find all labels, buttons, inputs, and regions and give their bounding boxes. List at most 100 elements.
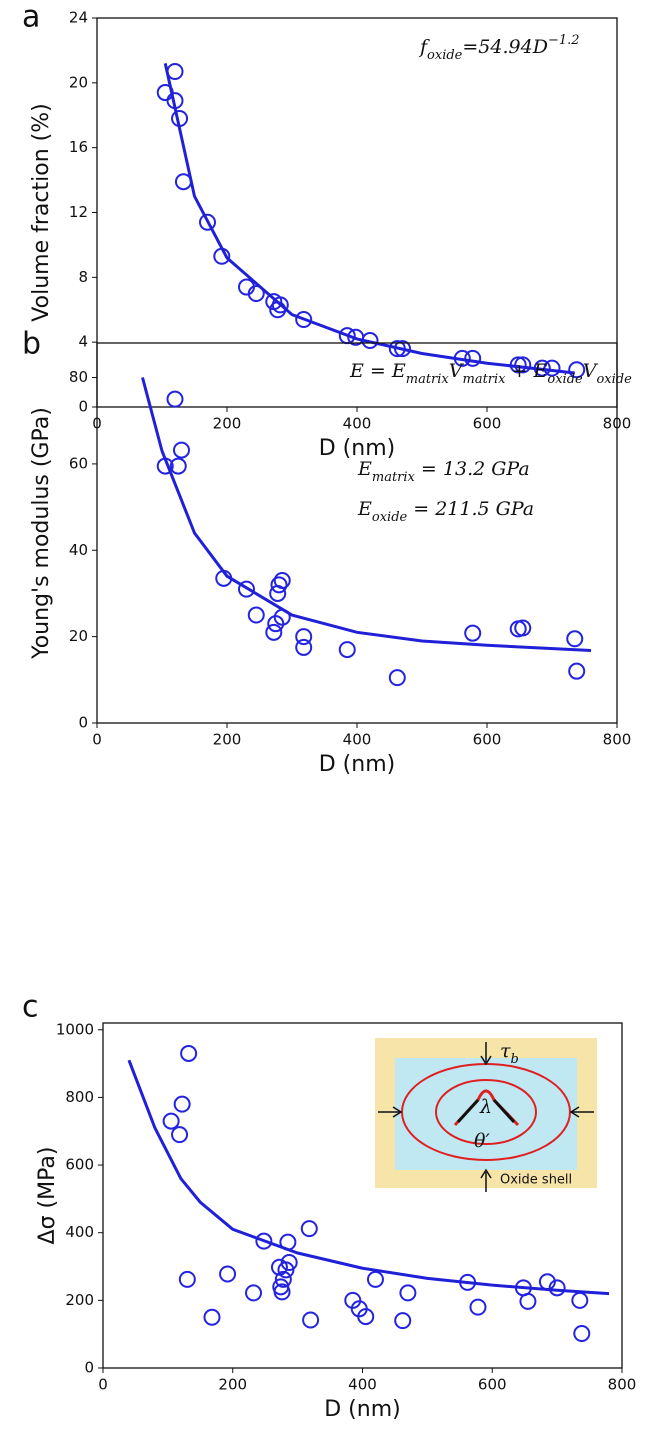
fit-curve [141,377,592,652]
annotation: Eoxide = 211.5 GPa [357,498,534,525]
data-point [171,1126,189,1144]
text-part: V [449,360,465,382]
data-point [169,457,187,475]
data-point [295,638,313,656]
data-point [270,576,288,594]
fit-curve [163,63,575,375]
matrix-area [395,1058,577,1170]
y-tick-label: 200 [65,1291,94,1309]
arrows [378,1042,594,1192]
y-tick-label: 20 [69,627,88,645]
subscript: oxide [596,372,632,387]
data-point [273,1283,291,1301]
text-part: =54.94D [462,36,548,58]
panel-label: a [22,0,40,35]
data-point [280,1253,298,1271]
data-point [469,1298,487,1316]
y-tick-label: 40 [69,541,88,559]
inset: τb λ θ′ Oxide shell [375,1038,597,1192]
inset-label: τb [500,1040,519,1067]
data-point [274,1270,292,1288]
text-part: τ [500,1040,511,1062]
subscript: oxide [427,48,463,63]
data-point [255,1232,273,1250]
data-point [219,1265,237,1283]
x-tick-label: 200 [218,1376,247,1394]
x-tick-label: 200 [213,731,242,749]
x-tick-label: 800 [603,731,632,749]
data-point [277,1261,295,1279]
data-point [265,623,283,641]
y-tick-label: 800 [65,1088,94,1106]
x-tick-label: 600 [478,1376,507,1394]
text-part: E [357,498,372,520]
data-point [514,619,532,637]
y-tick-label: 12 [69,203,88,221]
plot-frame [96,17,618,408]
annotation: Ematrix = 13.2 GPa [357,458,530,485]
plot-frame [96,342,618,724]
inset-label: θ′ [474,1130,490,1152]
annotation: foxide=54.94D−1.2 [418,33,580,63]
y-tick-label: 16 [69,138,88,156]
data-point [548,1279,566,1297]
y-tick-label: 400 [65,1223,94,1241]
data-point [166,62,184,80]
y-tick-label: 0 [84,1359,94,1377]
y-tick-label: 60 [69,454,88,472]
data-point [357,1308,375,1326]
data-point [245,1284,263,1302]
data-point [566,630,584,648]
y-tick-label: 24 [69,9,88,27]
data-point [273,572,291,589]
data-point [295,310,313,328]
y-tick-label: 0 [78,714,88,732]
data-point [300,1220,318,1238]
data-point [295,628,313,646]
annotation: E = EmatrixVmatrix + EoxideVoxide [349,360,632,387]
text-part: = 13.2 GPa [415,458,530,480]
data-point [173,1095,191,1113]
data-point [203,1308,221,1326]
data-point [573,1325,591,1342]
y-tick-label: 4 [78,333,88,351]
data-point [568,662,586,680]
subscript: matrix [372,470,416,485]
arms [456,1098,516,1124]
data-point [238,580,255,598]
x-tick-label: 600 [473,731,502,749]
x-tick-label: 200 [213,415,242,433]
panel-label: b [22,327,41,362]
y-tick-label: 0 [78,398,88,416]
subscript: matrix [463,372,507,387]
data-point [514,356,532,374]
data-point [388,669,406,687]
data-point [247,285,265,303]
text-part: = 211.5 GPa [407,498,534,520]
y-tick-label: 1000 [56,1020,94,1038]
data-point [568,361,586,379]
subscript: oxide [372,510,408,525]
data-point [247,606,265,624]
data-point [338,641,356,659]
panel-label: c [22,990,39,1025]
x-tick-label: 400 [343,415,372,433]
inset-label: Oxide shell [500,1173,572,1188]
x-axis-label: D (nm) [324,1397,400,1422]
data-point [464,624,482,642]
loop [435,1079,537,1145]
y-tick-label: 8 [78,268,88,286]
fit-curve [127,1059,610,1296]
data-point [166,390,184,408]
data-point [464,349,482,367]
text-part: f [418,36,430,58]
data-point [173,441,190,459]
text-part: + E [506,360,548,382]
dislocation [453,1089,520,1127]
data-point [394,1312,412,1330]
superscript: −1.2 [548,33,580,48]
text-part: V [583,360,599,382]
x-tick-label: 400 [348,1376,377,1394]
data-point [199,213,216,231]
subscript: oxide [547,372,583,387]
